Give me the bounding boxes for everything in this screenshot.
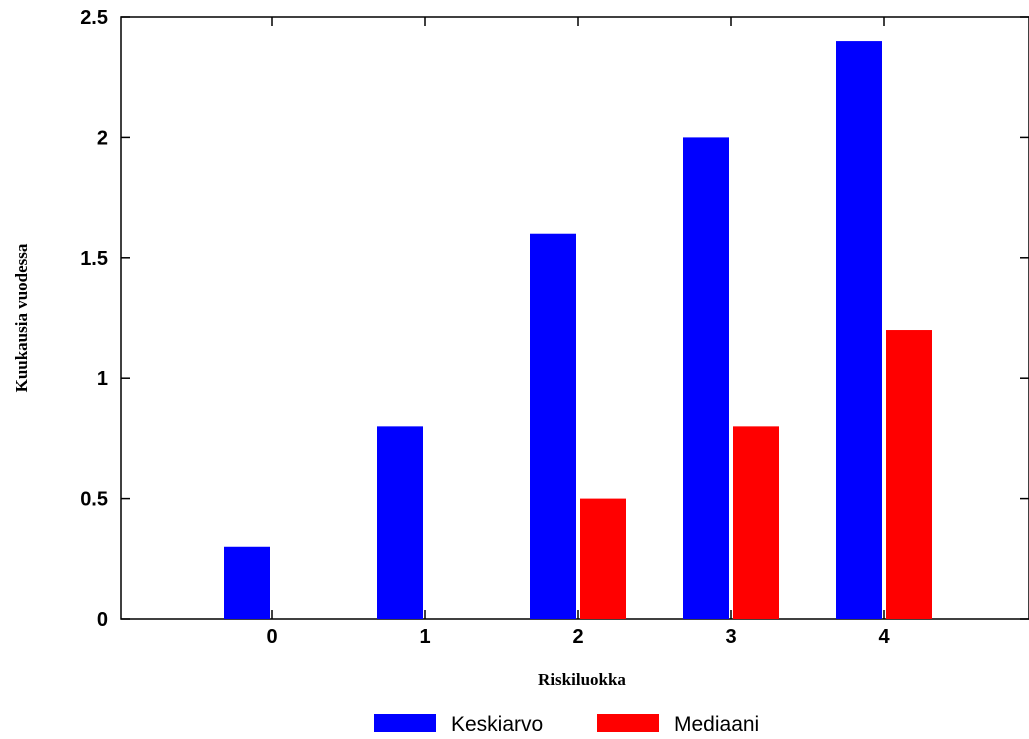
bar-mediaani-4 bbox=[886, 330, 932, 619]
x-axis-ticks: 0 1 2 3 4 bbox=[266, 17, 890, 648]
y-tick-label: 0.5 bbox=[80, 489, 108, 511]
x-tick-label: 4 bbox=[878, 626, 890, 648]
y-tick-label: 1.5 bbox=[80, 248, 108, 270]
legend-swatch-keskiarvo bbox=[374, 714, 436, 732]
y-tick-label: 2 bbox=[97, 127, 108, 149]
y-axis-ticks: 0 0.5 1 1.5 2 2.5 bbox=[80, 7, 1029, 631]
legend-swatch-mediaani bbox=[597, 714, 659, 732]
y-tick-label: 2.5 bbox=[80, 7, 108, 29]
y-tick-label: 1 bbox=[97, 368, 108, 390]
legend-label-mediaani: Mediaani bbox=[674, 713, 759, 736]
x-tick-label: 1 bbox=[419, 626, 430, 648]
bar-mediaani-3 bbox=[733, 426, 779, 619]
bar-keskiarvo-0 bbox=[224, 546, 270, 619]
bar-keskiarvo-4 bbox=[836, 41, 882, 619]
bar-keskiarvo-1 bbox=[377, 426, 423, 619]
legend: Keskiarvo Mediaani bbox=[374, 713, 759, 736]
bar-keskiarvo-3 bbox=[683, 137, 729, 619]
bar-mediaani-2 bbox=[580, 498, 626, 619]
x-tick-label: 2 bbox=[572, 626, 583, 648]
y-axis-label: Kuukausia vuodessa bbox=[12, 243, 31, 392]
legend-label-keskiarvo: Keskiarvo bbox=[451, 713, 543, 736]
y-tick-label: 0 bbox=[97, 609, 108, 631]
bars-group bbox=[224, 41, 932, 619]
x-tick-label: 0 bbox=[266, 626, 277, 648]
bar-keskiarvo-2 bbox=[530, 233, 576, 619]
x-axis-label: Riskiluokka bbox=[538, 670, 626, 689]
x-tick-label: 3 bbox=[725, 626, 736, 648]
